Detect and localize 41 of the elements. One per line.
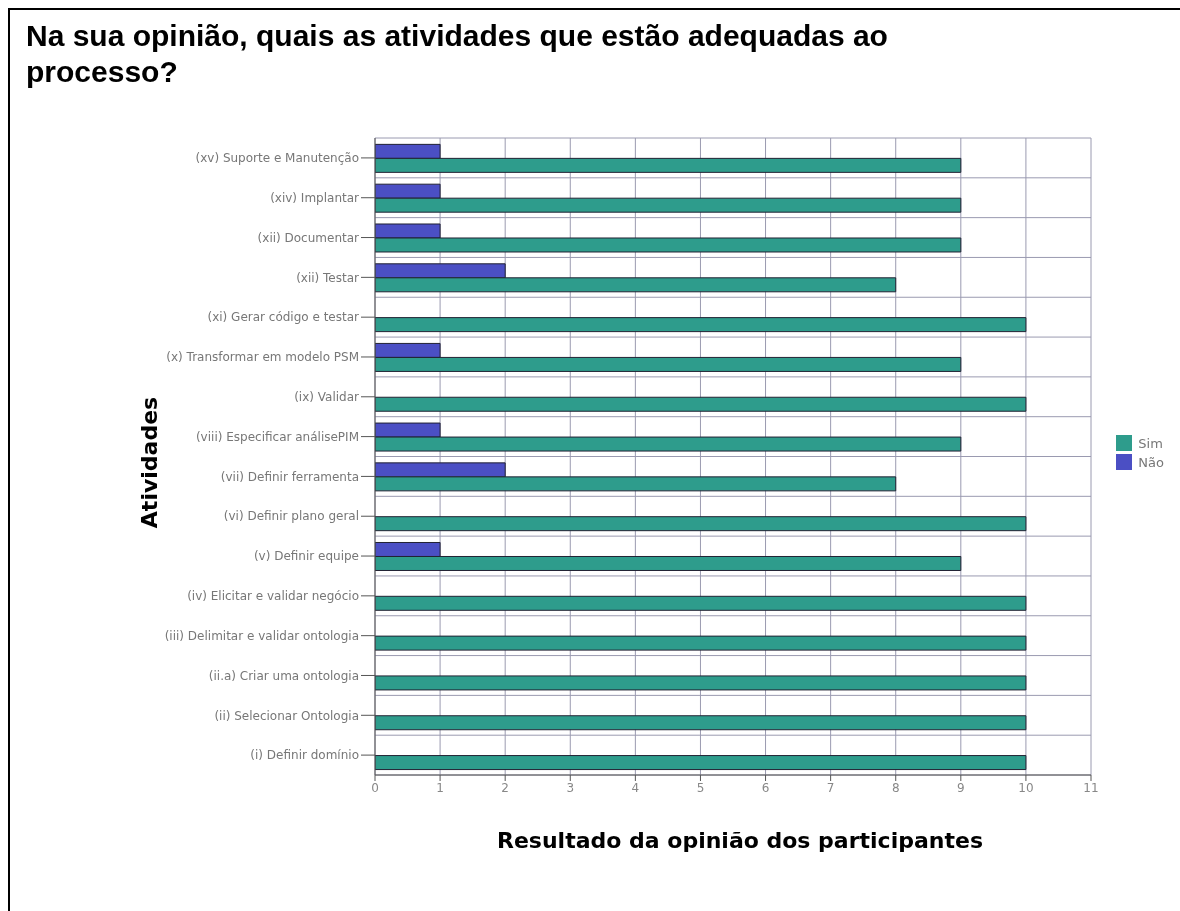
x-tick-label: 0 bbox=[371, 780, 379, 795]
bar bbox=[375, 516, 1027, 532]
x-tick-label: 7 bbox=[826, 780, 835, 795]
y-tick-label: (vii) Definir ferramenta bbox=[220, 469, 359, 484]
bar bbox=[375, 396, 1027, 412]
y-tick-label: (ix) Validar bbox=[294, 390, 360, 405]
bar bbox=[375, 317, 1027, 333]
bar bbox=[375, 635, 1027, 651]
x-tick-label: 5 bbox=[696, 780, 705, 795]
chart-title: Na sua opinião, quais as atividades que estão adequadas ao processo? bbox=[26, 18, 889, 90]
y-tick-label: (ii) Selecionar Ontologia bbox=[214, 708, 359, 723]
x-tick-label: 3 bbox=[566, 780, 575, 795]
bar bbox=[375, 675, 1027, 691]
legend-label: Sim bbox=[1138, 435, 1163, 451]
y-tick-label: (v) Definir equipe bbox=[253, 549, 359, 564]
x-tick-label: 4 bbox=[631, 780, 640, 795]
y-tick-label: (viii) Especificar análisePIM bbox=[195, 429, 359, 444]
x-tick-label: 11 bbox=[1083, 780, 1099, 795]
legend-label: Não bbox=[1138, 454, 1164, 470]
y-tick-label: (iv) Elicitar e validar negócio bbox=[187, 589, 359, 604]
x-tick-label: 9 bbox=[957, 780, 965, 795]
y-tick-label: (xii) Testar bbox=[296, 270, 360, 285]
bar bbox=[375, 755, 1027, 771]
y-tick-label: (xi) Gerar código e testar bbox=[207, 310, 360, 325]
y-tick-label: (xii) Documentar bbox=[257, 230, 360, 245]
y-axis-title: Atividades bbox=[137, 396, 163, 529]
y-tick-label: (i) Definir domínio bbox=[250, 748, 359, 763]
y-tick-label: (ii.a) Criar uma ontologia bbox=[208, 668, 359, 683]
y-tick-label: (iii) Delimitar e validar ontologia bbox=[164, 628, 359, 643]
x-tick-label: 10 bbox=[1018, 780, 1034, 795]
x-tick-label: 1 bbox=[436, 780, 444, 795]
x-axis-title: Resultado da opinião dos participantes bbox=[496, 828, 984, 853]
x-tick-label: 8 bbox=[891, 780, 900, 795]
bar bbox=[375, 715, 1027, 731]
y-tick-label: (vi) Definir plano geral bbox=[223, 509, 359, 524]
x-tick-label: 2 bbox=[501, 780, 509, 795]
x-tick-label: 6 bbox=[761, 780, 770, 795]
bar bbox=[375, 595, 1027, 611]
y-tick-label: (xv) Suporte e Manutenção bbox=[195, 151, 359, 166]
y-tick-label: (xiv) Implantar bbox=[270, 190, 360, 205]
y-tick-label: (x) Transformar em modelo PSM bbox=[166, 350, 359, 365]
